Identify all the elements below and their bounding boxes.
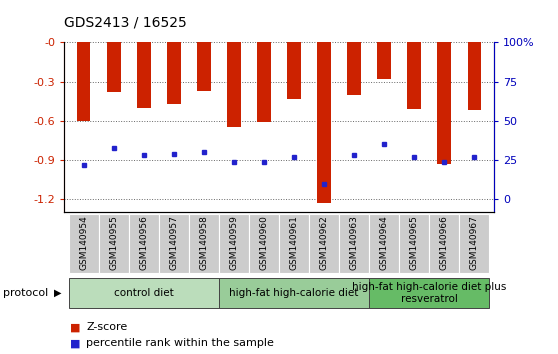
- Bar: [377, 42, 391, 79]
- Text: ■: ■: [70, 322, 80, 332]
- Text: GSM140954: GSM140954: [79, 215, 88, 269]
- Bar: [69, 278, 219, 308]
- Bar: [407, 42, 421, 109]
- Bar: [137, 42, 151, 108]
- Text: GSM140961: GSM140961: [290, 215, 299, 270]
- Bar: [429, 214, 459, 273]
- Bar: [219, 214, 249, 273]
- Text: GSM140955: GSM140955: [109, 215, 118, 270]
- Text: GSM140965: GSM140965: [410, 215, 418, 270]
- Bar: [69, 214, 99, 273]
- Text: GDS2413 / 16525: GDS2413 / 16525: [64, 16, 187, 30]
- Bar: [318, 42, 331, 203]
- Text: GSM140966: GSM140966: [440, 215, 449, 270]
- Bar: [468, 42, 481, 110]
- Bar: [347, 42, 361, 95]
- Bar: [227, 42, 240, 127]
- Text: percentile rank within the sample: percentile rank within the sample: [86, 338, 275, 348]
- Text: high-fat high-calorie diet: high-fat high-calorie diet: [229, 288, 359, 298]
- Bar: [249, 214, 279, 273]
- Text: GSM140960: GSM140960: [259, 215, 268, 270]
- Text: ■: ■: [70, 338, 80, 348]
- Bar: [339, 214, 369, 273]
- Bar: [189, 214, 219, 273]
- Text: GSM140956: GSM140956: [140, 215, 148, 270]
- Bar: [279, 214, 309, 273]
- Text: GSM140963: GSM140963: [350, 215, 359, 270]
- Bar: [167, 42, 181, 104]
- Bar: [77, 42, 90, 121]
- Bar: [99, 214, 129, 273]
- Text: GSM140959: GSM140959: [229, 215, 238, 270]
- Bar: [197, 42, 210, 91]
- Bar: [369, 278, 489, 308]
- Bar: [437, 42, 451, 164]
- Bar: [369, 214, 399, 273]
- Text: control diet: control diet: [114, 288, 174, 298]
- Bar: [107, 42, 121, 92]
- Text: high-fat high-calorie diet plus
resveratrol: high-fat high-calorie diet plus resverat…: [352, 282, 507, 304]
- Text: Z-score: Z-score: [86, 322, 128, 332]
- Text: GSM140957: GSM140957: [169, 215, 179, 270]
- Bar: [129, 214, 159, 273]
- Bar: [257, 42, 271, 122]
- Bar: [309, 214, 339, 273]
- Text: GSM140967: GSM140967: [470, 215, 479, 270]
- Text: GSM140962: GSM140962: [320, 215, 329, 269]
- Text: GSM140958: GSM140958: [199, 215, 208, 270]
- Bar: [219, 278, 369, 308]
- Text: protocol: protocol: [3, 288, 48, 298]
- Bar: [399, 214, 429, 273]
- Text: GSM140964: GSM140964: [379, 215, 389, 269]
- Bar: [159, 214, 189, 273]
- Text: ▶: ▶: [54, 288, 61, 298]
- Bar: [287, 42, 301, 99]
- Bar: [459, 214, 489, 273]
